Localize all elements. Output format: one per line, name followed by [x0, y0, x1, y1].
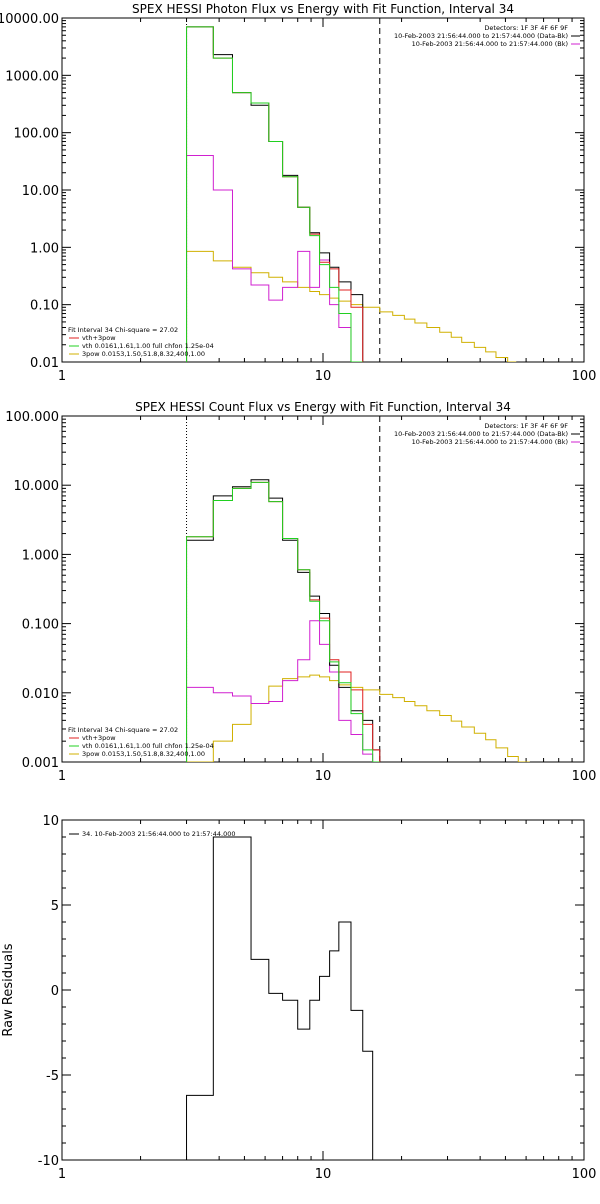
legend-left-entry: 34. 10-Feb-2003 21:56:44.000 to 21:57:44…: [82, 830, 235, 838]
legend-right-entry: 10-Feb-2003 21:56:44.000 to 21:57:44.000…: [394, 32, 568, 40]
series-line-total: [186, 26, 364, 362]
y-tick-label: 5: [51, 899, 59, 914]
series-line-thermal: [186, 481, 380, 762]
legend-left-entry: vth+3pow: [82, 734, 116, 742]
series-line-data: [186, 26, 364, 362]
y-tick-label: 0.010: [22, 687, 59, 702]
y-axis-label: Raw Residuals: [1, 943, 16, 1036]
x-tick-label: 10: [315, 369, 332, 384]
legend-left-entry: 3pow 0.0153,1.50,51.8,8.32,400,1.00: [82, 750, 205, 758]
y-tick-label: 0.001: [22, 756, 59, 771]
x-tick-label: 100: [572, 1167, 597, 1182]
legend-right-entry: 10-Feb-2003 21:56:44.000 to 21:57:44.000…: [394, 430, 568, 438]
y-tick-label: 100.000: [5, 410, 59, 425]
plot-frame: [61, 415, 585, 763]
y-tick-label: 1000.00: [5, 69, 59, 84]
x-tick-label: 1: [58, 769, 66, 784]
plot-frame: [61, 17, 585, 363]
y-tick-label: 10.000: [14, 479, 60, 494]
chart-panel-3: Raw Residuals 1 10 100 -10 -5 0 5 10 34. 10-Feb-2…: [1, 814, 596, 1182]
chart-panel-1: SPEX HESSI Photon Flux vs Energy with Fi…: [0, 2, 596, 384]
plot-area: [186, 836, 380, 1160]
legend-left-entry: Fit Interval 34 Chi-square = 27.02: [68, 326, 178, 334]
y-tick-label: 0: [51, 984, 59, 999]
x-tick-label: 100: [572, 769, 597, 784]
y-tick-label: 100.00: [14, 127, 60, 142]
x-tick-label: 10: [315, 1167, 332, 1182]
y-tick-label: 0.01: [30, 356, 59, 371]
legend-left-entry: vth 0.0161,1.61,1.00 full chfon 1.25e-04: [82, 742, 214, 750]
legend-left-entry: Fit Interval 34 Chi-square = 27.02: [68, 726, 178, 734]
y-tick-label: 0.100: [22, 618, 59, 633]
y-tick-label: -5: [46, 1069, 59, 1084]
series-line-thermal: [186, 26, 363, 362]
legend-left-entry: vth+3pow: [82, 334, 116, 342]
y-tick-label: 0.10: [30, 299, 59, 314]
y-tick-label: 10.00: [22, 184, 59, 199]
series-line-background: [186, 620, 380, 762]
legend-left-entry: vth 0.0161,1.61,1.00 full chfon 1.25e-04: [82, 342, 214, 350]
chart-title: SPEX HESSI Photon Flux vs Energy with Fi…: [132, 2, 514, 16]
plot-area: [186, 26, 517, 362]
plot-frame: [61, 819, 585, 1161]
y-tick-label: -10: [38, 1154, 59, 1169]
legend-left-entry: 3pow 0.0153,1.50,51.8,8.32,400,1.00: [82, 350, 205, 358]
x-tick-label: 100: [572, 369, 597, 384]
legend-right-entry: 10-Feb-2003 21:56:44.000 to 21:57:44.000…: [412, 438, 568, 446]
legend-right-entry: Detectors: 1F 3F 4F 6F 9F: [484, 422, 568, 430]
series-line-data: [186, 479, 381, 762]
chart-panel-2: SPEX HESSI Count Flux vs Energy with Fit…: [5, 400, 596, 784]
y-tick-label: 1.000: [22, 548, 59, 563]
x-tick-label: 1: [58, 1167, 66, 1182]
plot-area: [186, 479, 530, 762]
y-tick-label: 10000.00: [0, 12, 59, 27]
x-tick-label: 10: [315, 769, 332, 784]
series-line-power-law: [186, 674, 530, 762]
legend-right-entry: 10-Feb-2003 21:56:44.000 to 21:57:44.000…: [412, 40, 568, 48]
legend-right-entry: Detectors: 1F 3F 4F 6F 9F: [484, 24, 568, 32]
y-tick-label: 10: [42, 814, 59, 829]
series-line-data: [186, 836, 380, 1160]
y-tick-label: 1.00: [30, 241, 59, 256]
x-tick-label: 1: [58, 369, 66, 384]
chart-title: SPEX HESSI Count Flux vs Energy with Fit…: [135, 400, 511, 414]
